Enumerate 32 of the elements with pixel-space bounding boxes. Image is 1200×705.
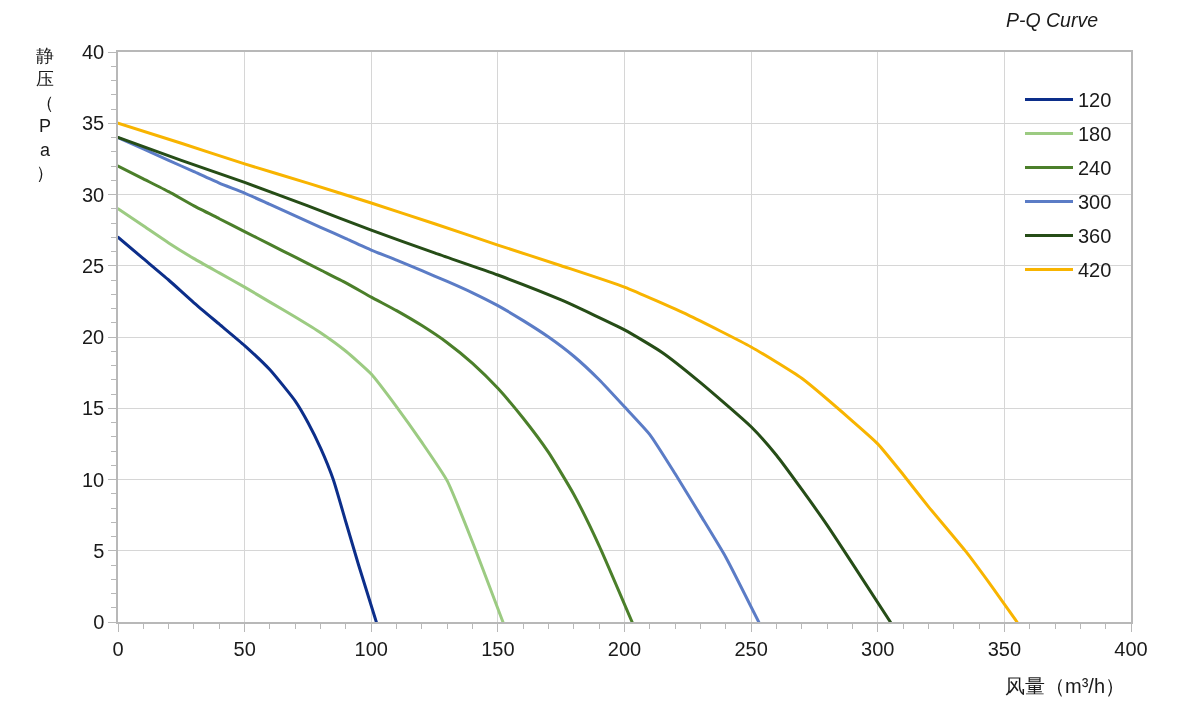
x-tick-label: 200 bbox=[607, 637, 642, 660]
legend-label: 420 bbox=[1078, 259, 1112, 282]
line-series bbox=[118, 164, 634, 622]
y-tick-label: 5 bbox=[93, 539, 105, 562]
x-tick-label: 250 bbox=[734, 637, 768, 660]
legend-label: 360 bbox=[1078, 225, 1112, 248]
y-tick-label: 30 bbox=[82, 183, 105, 206]
line-series bbox=[118, 235, 378, 622]
y-axis-title: 静压（Pa） bbox=[36, 46, 54, 183]
line-series bbox=[118, 207, 505, 622]
y-tick-label: 35 bbox=[82, 112, 105, 135]
y-tick-label: 20 bbox=[82, 326, 105, 348]
y-tick-label: 15 bbox=[82, 397, 105, 420]
y-tick-label: 25 bbox=[82, 254, 105, 277]
x-tick-label: 0 bbox=[112, 637, 124, 660]
legend-label: 180 bbox=[1078, 123, 1112, 146]
legend-label: 120 bbox=[1078, 89, 1112, 112]
line-series bbox=[118, 121, 1019, 622]
y-tick-label: 10 bbox=[82, 468, 105, 491]
x-axis-title: 风量（m³/h） bbox=[1005, 675, 1125, 697]
x-tick-label: 100 bbox=[354, 637, 388, 660]
legend-label: 240 bbox=[1078, 157, 1112, 180]
legend-label: 300 bbox=[1078, 191, 1112, 214]
x-tick-label: 300 bbox=[861, 637, 895, 660]
y-tick-label: 0 bbox=[93, 611, 105, 633]
chart-title: P-Q Curve bbox=[1005, 8, 1099, 31]
x-tick-label: 400 bbox=[1114, 637, 1148, 660]
x-tick-label: 350 bbox=[987, 637, 1022, 660]
y-tick-label: 40 bbox=[82, 41, 105, 63]
line-series bbox=[118, 136, 892, 622]
x-tick-label: 150 bbox=[481, 637, 515, 660]
x-tick-label: 50 bbox=[233, 637, 256, 660]
